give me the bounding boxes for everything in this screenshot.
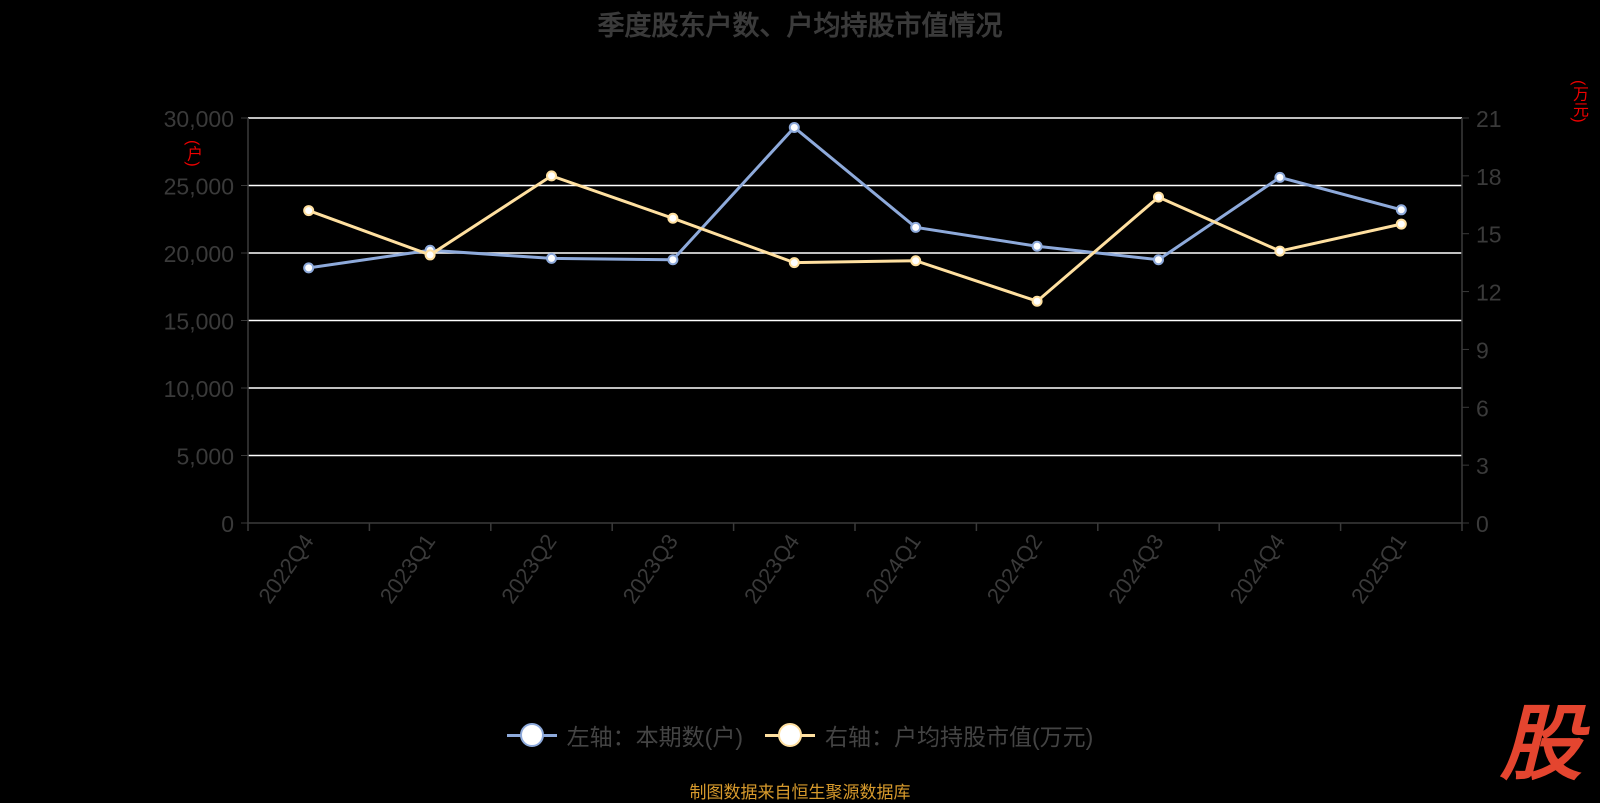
right-series-point	[788, 257, 800, 269]
left-axis-tick-label: 0	[221, 511, 234, 537]
left-series-point	[1274, 171, 1286, 183]
legend-item-right-series[interactable]: 右轴：户均持股市值(万元)	[765, 718, 1093, 752]
x-axis-tick-label: 2023Q4	[739, 530, 804, 608]
right-axis-tick-label: 0	[1476, 511, 1489, 537]
data-source-note: 制图数据来自恒生聚源数据库	[689, 783, 911, 802]
left-series-point	[910, 221, 922, 233]
x-axis-tick-label: 2022Q4	[253, 530, 318, 608]
right-series-point	[303, 205, 315, 217]
right-axis-tick-label: 12	[1476, 280, 1502, 306]
brand-logo: 股	[1500, 699, 1582, 790]
left-axis-tick-label: 10,000	[164, 376, 234, 402]
right-axis-tick-label: 21	[1476, 106, 1502, 132]
left-axis-tick-label: 5,000	[176, 444, 234, 470]
left-series-point	[1395, 204, 1407, 216]
right-series-line	[308, 174, 1402, 303]
right-series-point	[424, 249, 436, 261]
right-axis-unit: (万元)	[1570, 80, 1587, 123]
left-series-point	[1031, 240, 1043, 252]
left-series-point	[1153, 254, 1164, 266]
left-series-line	[308, 125, 1402, 270]
right-axis-tick-label: 18	[1476, 164, 1502, 190]
x-axis-tick-label: 2023Q2	[496, 530, 561, 608]
left-series-point	[546, 252, 557, 264]
legend-label-right: 右轴：户均持股市值(万元)	[825, 724, 1094, 750]
right-axis-tick-label: 6	[1476, 395, 1489, 421]
left-axis-tick-label: 30,000	[164, 106, 234, 132]
right-series-point	[1031, 295, 1043, 307]
chart-legend: 左轴：本期数(户) 右轴：户均持股市值(万元)	[0, 718, 1600, 752]
right-series-point	[546, 170, 557, 182]
x-axis-tick-label: 2024Q3	[1103, 530, 1168, 608]
legend-swatch-right-icon	[765, 722, 815, 748]
chart-title: 季度股东户数、户均持股市值情况	[597, 11, 1003, 41]
x-axis-tick-label: 2024Q2	[982, 530, 1047, 608]
right-series-point	[1274, 245, 1286, 257]
right-series-point	[667, 212, 679, 224]
x-axis-tick-label: 2023Q1	[375, 530, 440, 608]
right-axis-tick-label: 3	[1476, 453, 1489, 479]
left-axis-tick-label: 20,000	[164, 241, 234, 267]
x-axis-tick-label: 2024Q1	[860, 530, 925, 608]
right-series-point	[910, 255, 922, 267]
left-axis-tick-label: 25,000	[164, 174, 234, 200]
x-axis-tick-label: 2025Q1	[1346, 530, 1411, 608]
left-series-point	[303, 262, 315, 274]
legend-item-left-series[interactable]: 左轴：本期数(户)	[506, 718, 743, 752]
left-series-point	[788, 121, 800, 133]
right-axis-tick-label: 15	[1476, 222, 1502, 248]
legend-label-left: 左轴：本期数(户)	[566, 724, 743, 750]
right-axis-tick-label: 9	[1476, 337, 1489, 363]
right-series-point	[1395, 218, 1407, 230]
left-series-point	[667, 254, 679, 266]
left-axis-tick-label: 15,000	[164, 309, 234, 335]
right-series-point	[1153, 191, 1164, 203]
x-axis-tick-label: 2023Q3	[618, 530, 683, 608]
x-axis-tick-label: 2024Q4	[1225, 530, 1290, 608]
legend-swatch-left-icon	[506, 722, 557, 748]
left-axis-unit: (户)	[184, 140, 201, 167]
